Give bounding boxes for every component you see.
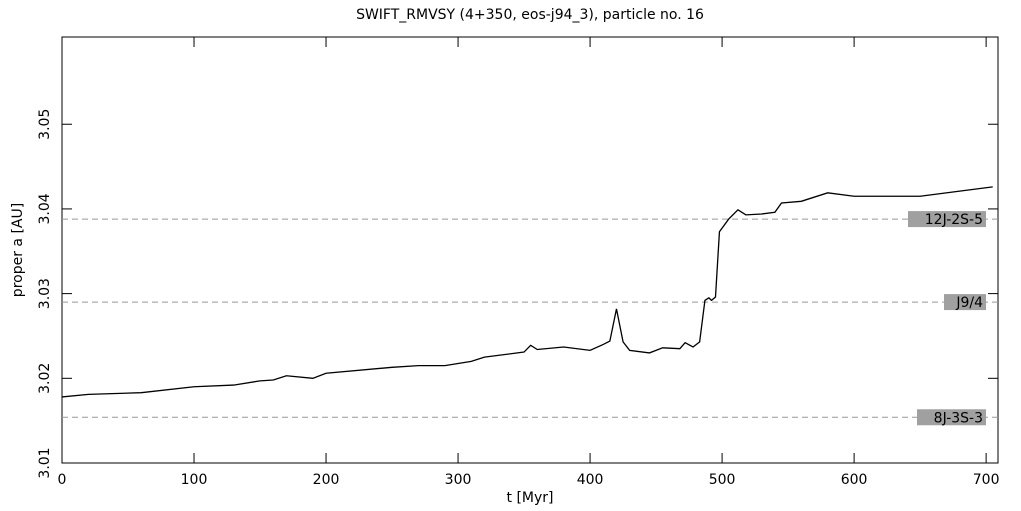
resonance-label: 12J-2S-5 — [925, 212, 983, 228]
x-tick-label: 0 — [58, 472, 67, 488]
y-tick-label: 3.02 — [37, 363, 53, 394]
x-axis-label: t [Myr] — [507, 490, 554, 506]
resonance-label-box — [917, 409, 986, 426]
x-tick-label: 200 — [313, 472, 340, 488]
x-tick-label: 100 — [181, 472, 208, 488]
resonance-label-box — [944, 294, 986, 311]
y-tick-label: 3.04 — [37, 193, 53, 224]
resonance-label: 8J-3S-3 — [934, 410, 983, 426]
chart-title: SWIFT_RMVSY (4+350, eos-j94_3), particle… — [356, 7, 704, 23]
y-tick-label: 3.01 — [37, 447, 53, 478]
plot-frame — [61, 36, 999, 464]
y-axis-label: proper a [AU] — [10, 203, 26, 297]
y-tick-label: 3.05 — [37, 109, 53, 140]
x-tick-label: 600 — [841, 472, 868, 488]
x-tick-label: 500 — [709, 472, 736, 488]
y-tick-label: 3.03 — [37, 278, 53, 309]
data-line — [61, 186, 993, 398]
x-tick-label: 300 — [445, 472, 472, 488]
resonance-label-box — [908, 211, 986, 228]
x-tick-label: 700 — [973, 472, 1000, 488]
x-tick-label: 400 — [577, 472, 604, 488]
resonance-label: J9/4 — [955, 295, 983, 311]
